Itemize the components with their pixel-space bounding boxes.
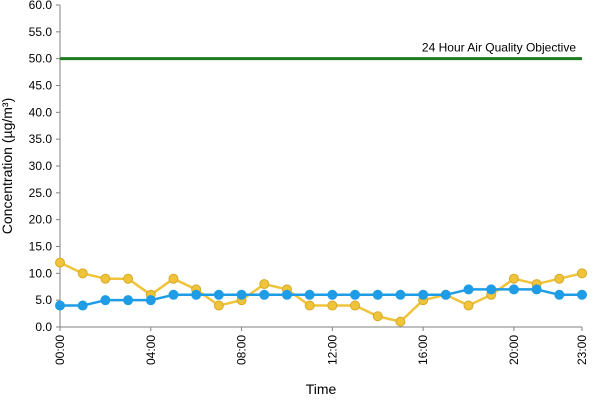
x-axis-title: Time: [306, 381, 337, 397]
series-1-point: [77, 268, 88, 279]
y-tick-label: 55.0: [29, 25, 53, 39]
series-2-point: [486, 284, 497, 295]
series-2-point: [531, 284, 542, 295]
x-tick-label: 20:00: [507, 335, 521, 365]
y-tick-label: 45.0: [29, 79, 53, 93]
y-axis-ticks: 0.0 5.0 10.0 15.0 20.0 25.0 30.0 35.0 40.0 45.0 50…: [29, 0, 60, 334]
y-tick-label: 25.0: [29, 186, 53, 200]
x-tick-label: 08:00: [235, 335, 249, 365]
x-axis-ticks: 00:00 04:00 08:00 12:00 16:00 20:00 23:00: [53, 327, 589, 365]
series-2-point: [577, 289, 587, 300]
series-2-point: [77, 300, 88, 311]
y-tick-label: 40.0: [29, 105, 53, 119]
y-tick-label: 30.0: [29, 159, 53, 173]
series-2-point: [123, 295, 134, 306]
y-tick-label: 50.0: [29, 52, 53, 66]
series-2-point: [191, 289, 202, 300]
series-2-point: [168, 289, 179, 300]
x-tick-label: 23:00: [575, 335, 589, 365]
series-2-point: [55, 300, 65, 311]
series-2-point: [463, 284, 474, 295]
reference-line-group: 24 Hour Air Quality Objective: [60, 41, 582, 61]
series-2-point: [236, 289, 247, 300]
series-1-point: [100, 273, 111, 284]
series-2-point: [100, 295, 111, 306]
series-1-point: [395, 316, 406, 327]
series-1-point: [327, 300, 338, 311]
series-1-point: [554, 273, 565, 284]
series-1-line: [59, 261, 583, 323]
series-2-point: [304, 289, 315, 300]
series-2-point: [440, 289, 451, 300]
series-1-point: [304, 300, 315, 311]
x-tick-label: 16:00: [416, 335, 430, 365]
series-1-point: [463, 300, 474, 311]
x-tick-label: 12:00: [325, 335, 339, 365]
y-tick-label: 35.0: [29, 132, 53, 146]
y-tick-label: 15.0: [29, 240, 53, 254]
y-tick-label: 20.0: [29, 213, 53, 227]
y-tick-label: 0.0: [35, 320, 52, 334]
series-1-point: [123, 273, 134, 284]
series-1-point: [168, 273, 179, 284]
air-quality-objective-label: 24 Hour Air Quality Objective: [422, 41, 576, 55]
series-2-point: [418, 289, 429, 300]
series-2-point: [145, 295, 156, 306]
x-tick-label: 00:00: [53, 335, 67, 365]
series-1-point: [577, 268, 587, 279]
x-tick-label: 04:00: [144, 335, 158, 365]
series-2-point: [281, 289, 292, 300]
y-tick-label: 5.0: [35, 293, 52, 307]
series-2-point: [508, 284, 519, 295]
series-1-point: [213, 300, 224, 311]
y-axis-title: Concentration (µg/m³): [0, 98, 15, 234]
series-2-point: [554, 289, 565, 300]
series-2-line: [60, 288, 582, 307]
series-1-point: [55, 257, 65, 268]
series-1-point: [508, 273, 519, 284]
series-2-point: [327, 289, 338, 300]
y-tick-label: 60.0: [29, 0, 53, 12]
series-2-point: [395, 289, 406, 300]
series-1-point: [259, 279, 270, 290]
series-group: [55, 257, 587, 327]
series-2-point: [213, 289, 224, 300]
series-2-point: [259, 289, 270, 300]
series-2-point: [372, 289, 383, 300]
series-2-point: [350, 289, 361, 300]
series-1-point: [350, 300, 361, 311]
y-tick-label: 10.0: [29, 266, 53, 280]
series-1-point: [372, 311, 383, 322]
